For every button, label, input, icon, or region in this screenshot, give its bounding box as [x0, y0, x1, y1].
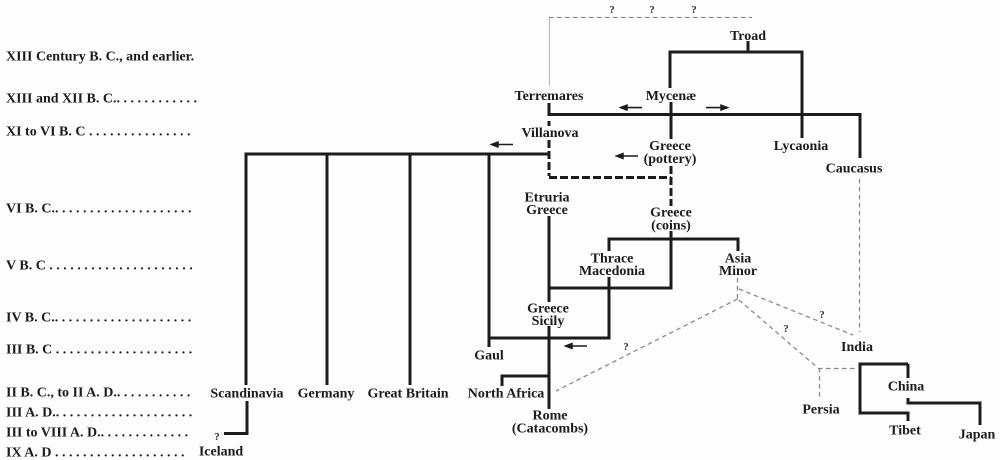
- svg-text:?: ?: [609, 4, 615, 16]
- svg-text:VI B. C.. . . . . . . . . . .: VI B. C.. . . . . . . . . . . . . . . . …: [6, 202, 192, 217]
- svg-text:?: ?: [623, 341, 629, 353]
- svg-text:Gaul: Gaul: [474, 349, 504, 364]
- svg-text:Macedonia: Macedonia: [579, 264, 645, 279]
- svg-text:XIII Century B. C., and earlie: XIII Century B. C., and earlier.: [6, 50, 194, 65]
- svg-text:?: ?: [214, 431, 220, 443]
- svg-text:China: China: [888, 380, 925, 395]
- svg-text:(Catacombs): (Catacombs): [512, 422, 589, 437]
- svg-text:Rome: Rome: [533, 409, 568, 424]
- svg-text:?: ?: [649, 4, 655, 16]
- svg-text:Thrace: Thrace: [591, 252, 634, 267]
- svg-text:Iceland: Iceland: [199, 445, 244, 460]
- svg-text:Greece: Greece: [650, 206, 692, 221]
- svg-text:North Africa: North Africa: [468, 387, 545, 402]
- svg-text:?: ?: [819, 309, 825, 321]
- svg-text:III to VIII A. D.. . . . . . .: III to VIII A. D.. . . . . . . . . . . .…: [6, 426, 188, 441]
- svg-text:III A. D.. . . . . . . . . . .: III A. D.. . . . . . . . . . . . . . . .…: [6, 406, 192, 421]
- svg-text:Troad: Troad: [730, 29, 766, 44]
- svg-text:Terremares: Terremares: [515, 89, 584, 104]
- svg-text:II B. C., to II A. D.. . . . .: II B. C., to II A. D.. . . . . . . . . .…: [6, 386, 190, 401]
- svg-text:Japan: Japan: [959, 428, 996, 443]
- svg-text:V B. C . . . . . . . . . . . .: V B. C . . . . . . . . . . . . . . . . .…: [6, 259, 193, 274]
- svg-text:Mycenæ: Mycenæ: [646, 89, 697, 104]
- svg-text:Greece: Greece: [527, 302, 569, 317]
- svg-text:?: ?: [783, 323, 789, 335]
- svg-text:Lycaonia: Lycaonia: [774, 139, 828, 154]
- svg-text:Villanova: Villanova: [521, 126, 578, 141]
- svg-text:Persia: Persia: [802, 403, 839, 418]
- svg-text:Minor: Minor: [719, 264, 757, 279]
- svg-text:Caucasus: Caucasus: [826, 162, 883, 177]
- svg-text:Germany: Germany: [298, 387, 355, 402]
- svg-text:Scandinavia: Scandinavia: [210, 387, 283, 402]
- svg-text:India: India: [841, 340, 873, 355]
- svg-text:Asia: Asia: [725, 252, 751, 267]
- svg-text:Sicily: Sicily: [532, 314, 565, 329]
- svg-text:Greece: Greece: [526, 203, 568, 218]
- svg-text:IV B. C.. . . . . . . . . . .: IV B. C.. . . . . . . . . . . . . . . . …: [6, 311, 191, 326]
- svg-text:(pottery): (pottery): [644, 152, 697, 167]
- svg-text:XI to VI B. C . . . . . . . .: XI to VI B. C . . . . . . . . . . . . . …: [6, 125, 190, 140]
- svg-text:IX A. D . . . . . . . . . . .: IX A. D . . . . . . . . . . . . . . . . …: [6, 446, 185, 460]
- svg-text:?: ?: [691, 4, 697, 16]
- svg-text:Great Britain: Great Britain: [367, 387, 448, 402]
- svg-text:(coins): (coins): [651, 219, 691, 234]
- svg-text:Greece: Greece: [649, 139, 691, 154]
- svg-text:Tibet: Tibet: [889, 424, 921, 439]
- svg-text:XIII and XII B. C.. . . . . .: XIII and XII B. C.. . . . . . . . . . . …: [6, 92, 197, 107]
- svg-text:III B. C . . . . . . . . . . .: III B. C . . . . . . . . . . . . . . . .…: [6, 343, 192, 358]
- svg-text:Etruria: Etruria: [524, 191, 569, 206]
